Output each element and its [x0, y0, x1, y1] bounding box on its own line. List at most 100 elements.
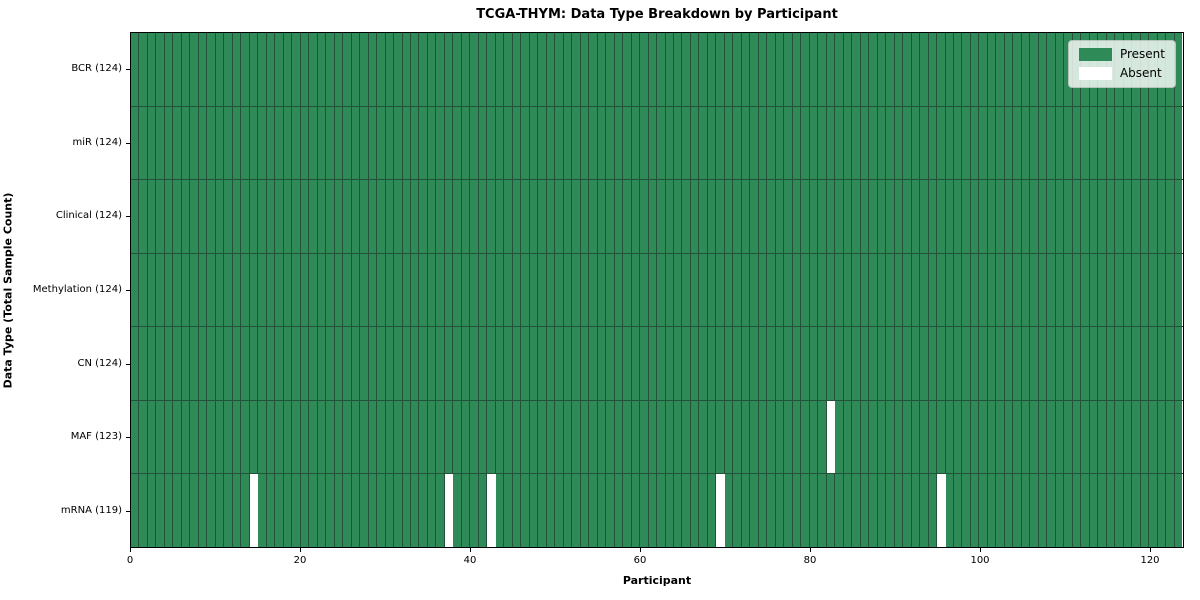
present-cell [784, 33, 793, 106]
present-cell [724, 253, 734, 327]
present-cell [131, 180, 140, 253]
present-cell [326, 400, 335, 474]
present-cell [1055, 253, 1065, 327]
present-cell [351, 400, 361, 474]
present-cell [792, 33, 802, 106]
x-tick-label-0: 0 [126, 555, 134, 566]
present-cell [835, 253, 844, 327]
present-cell [707, 180, 717, 253]
present-cell [674, 400, 683, 474]
present-cell [597, 474, 607, 548]
present-cell [394, 253, 403, 327]
present-cell [529, 253, 539, 327]
present-cell [809, 33, 819, 106]
present-cell [750, 474, 759, 548]
present-cell [1106, 180, 1116, 253]
present-cell [444, 400, 454, 474]
present-cell [1157, 474, 1167, 548]
present-cell [427, 400, 437, 474]
present-cell [131, 474, 140, 548]
present-cell [521, 180, 530, 253]
present-cell [1098, 400, 1107, 474]
present-cell [1004, 474, 1014, 548]
present-cell [962, 180, 971, 253]
present-cell [690, 400, 700, 474]
present-cell [266, 33, 276, 106]
present-cell [394, 180, 403, 253]
present-cell [928, 180, 938, 253]
present-cell [860, 33, 870, 106]
present-cell [394, 474, 403, 548]
present-cell [1047, 253, 1056, 327]
present-cell [707, 327, 717, 400]
present-cell [835, 180, 844, 253]
present-cell [657, 253, 666, 327]
present-cell [953, 253, 963, 327]
present-cell [809, 327, 819, 400]
present-cell [699, 327, 708, 400]
present-cell [877, 474, 887, 548]
present-cell [869, 180, 878, 253]
present-cell [368, 106, 378, 180]
present-cell [614, 180, 624, 253]
present-cell [614, 400, 624, 474]
present-cell [1106, 327, 1116, 400]
present-cell [173, 106, 182, 180]
present-cell [487, 327, 496, 400]
present-cell [275, 474, 284, 548]
present-cell [809, 180, 819, 253]
present-cell [1072, 400, 1082, 474]
present-cell [589, 33, 598, 106]
present-cell [1030, 474, 1039, 548]
present-cell [131, 327, 140, 400]
present-cell [377, 33, 386, 106]
present-cell [614, 474, 624, 548]
present-cell [555, 33, 564, 106]
y-tick-mark [126, 290, 130, 291]
present-cell [1140, 106, 1150, 180]
present-cell [1123, 106, 1133, 180]
present-cell [640, 33, 649, 106]
present-cell [690, 106, 700, 180]
present-cell [623, 106, 632, 180]
present-cell [597, 180, 607, 253]
present-cell [784, 474, 793, 548]
present-cell [580, 180, 590, 253]
present-cell [589, 400, 598, 474]
present-cell [1064, 253, 1073, 327]
present-cell [1081, 327, 1090, 400]
plot-area [130, 32, 1184, 548]
present-cell [224, 474, 233, 548]
present-cell [1030, 33, 1039, 106]
present-cell [394, 327, 403, 400]
present-cell [538, 253, 547, 327]
present-cell [436, 253, 445, 327]
present-cell [131, 33, 140, 106]
y-tick-mark [126, 511, 130, 512]
present-cell [775, 253, 785, 327]
x-tick-label-20: 20 [293, 555, 307, 566]
present-cell [801, 327, 810, 400]
present-cell [665, 474, 674, 548]
present-cell [1132, 180, 1141, 253]
present-cell [1166, 474, 1175, 548]
present-cell [699, 33, 708, 106]
present-cell [1115, 474, 1124, 548]
present-cell [402, 400, 411, 474]
present-cell [190, 253, 199, 327]
present-cell [1055, 400, 1065, 474]
present-cell [147, 180, 157, 253]
present-cell [979, 253, 988, 327]
present-cell [741, 180, 751, 253]
present-cell [555, 106, 564, 180]
present-cell [1064, 180, 1073, 253]
present-cell [139, 180, 148, 253]
present-cell [623, 400, 632, 474]
present-cell [750, 400, 759, 474]
present-cell [156, 474, 165, 548]
present-cell [843, 106, 853, 180]
x-tick-label-60: 60 [633, 555, 647, 566]
present-cell [504, 106, 513, 180]
present-cell [164, 180, 174, 253]
present-cell [529, 474, 539, 548]
